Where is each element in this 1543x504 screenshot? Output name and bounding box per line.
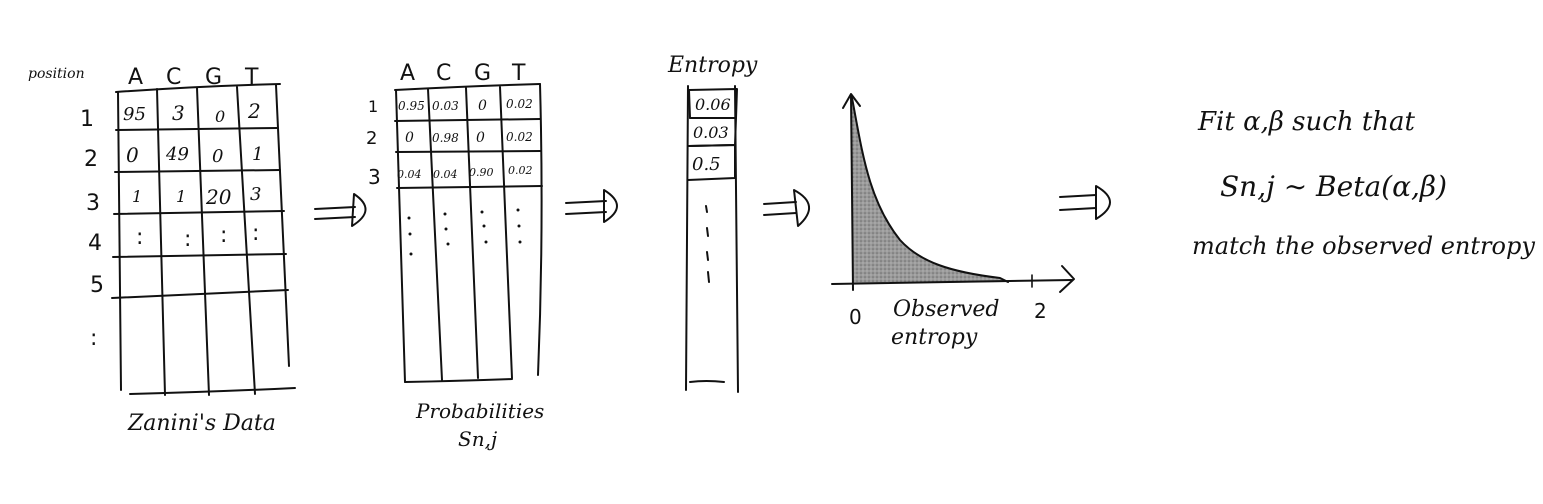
counts-header-c: C: [166, 65, 181, 90]
counts-grid-col1: [156, 88, 166, 396]
counts-grid-bottom: [129, 387, 296, 395]
x-axis-arrowhead: [1059, 265, 1075, 293]
counts-grid-row1: [115, 127, 279, 131]
prob-header-g: G: [474, 61, 491, 86]
x-tick-min: 0: [849, 305, 862, 329]
y-axis-arrowhead: [842, 93, 861, 109]
prob-header-t: T: [511, 61, 526, 86]
arrow-icon: [1059, 185, 1111, 220]
entropy-col-left: [685, 85, 689, 391]
position-label: position: [28, 66, 85, 82]
counts-cell: 1: [176, 187, 186, 206]
counts-header-t: T: [244, 65, 259, 90]
distribution-shaded-area: [852, 98, 1008, 284]
entropy-title: Entropy: [667, 53, 758, 78]
counts-pos-3: 3: [86, 191, 100, 216]
counts-grid-row3: [113, 210, 285, 215]
counts-cell: 49: [165, 144, 189, 165]
entropy-value: 0.03: [693, 123, 729, 142]
prob-grid-col4: [537, 83, 543, 376]
prob-cell: 0.04: [397, 168, 422, 181]
prob-header-c: C: [436, 61, 451, 86]
counts-cell: 95: [123, 104, 146, 125]
prob-caption-line2: Sn,j: [458, 427, 497, 451]
counts-cell: 0: [212, 146, 223, 167]
counts-grid-col3: [236, 86, 256, 395]
entropy-col-bottom: [689, 380, 725, 383]
counts-header-a: A: [128, 65, 143, 90]
counts-cell: :: [184, 227, 191, 252]
distribution-curve: [851, 97, 1009, 283]
counts-pos-4: 4: [88, 231, 102, 256]
prob-grid-col0: [395, 89, 406, 383]
counts-grid-row4: [112, 253, 287, 258]
prob-cell: 0: [476, 130, 485, 146]
counts-pos-1: 1: [80, 107, 94, 132]
counts-cell: 0: [215, 107, 225, 126]
prob-header-a: A: [400, 61, 415, 86]
counts-cell: 1: [252, 144, 263, 165]
arrow-icon: [565, 189, 618, 223]
counts-pos-2: 2: [84, 147, 98, 172]
fit-note-line1: Fit α,β such that: [1197, 107, 1416, 137]
fit-note-line3: match the observed entropy: [1192, 232, 1535, 260]
prob-grid-top: [394, 83, 541, 91]
fit-note-line2: Sn,j ∼ Beta(α,β): [1220, 170, 1447, 203]
prob-cell: 0.95: [398, 99, 425, 113]
counts-cell: 1: [132, 187, 142, 206]
entropy-column: Entropy 0.06 0.03 0.5: [667, 53, 758, 393]
prob-pos-3: 3: [368, 165, 381, 189]
prob-cell: 0.02: [508, 164, 533, 177]
counts-grid-top: [115, 83, 281, 93]
prob-cell: 0.04: [433, 168, 458, 181]
arrow-icon: [763, 189, 810, 227]
counts-more-rows: :: [90, 326, 97, 351]
prob-cell: 0.90: [469, 166, 494, 179]
counts-grid-col0: [117, 91, 122, 391]
counts-grid-row2: [114, 169, 281, 173]
prob-grid-bottom: [404, 378, 513, 383]
counts-grid-col2: [196, 87, 210, 396]
counts-grid-row5: [111, 289, 289, 299]
entropy-col-right: [734, 85, 739, 393]
prob-grid-col1: [427, 88, 443, 381]
counts-cell: 20: [205, 185, 232, 209]
prob-cell: 0: [405, 130, 414, 146]
counts-cell: :: [252, 221, 259, 246]
counts-cell: :: [136, 225, 143, 250]
fit-note: Fit α,β such that Sn,j ∼ Beta(α,β) match…: [1192, 107, 1535, 260]
prob-caption-line1: Probabilities: [415, 399, 544, 423]
y-axis-line: [850, 94, 854, 291]
counts-cell: 0: [126, 143, 139, 167]
prob-continuation-dots: [407, 208, 522, 256]
counts-header-g: G: [205, 65, 222, 90]
counts-caption: Zanini's Data: [127, 411, 276, 436]
probability-table: A C G T 1 2 3 0.95 0.03 0 0.02 0 0.98 0 …: [366, 61, 544, 451]
prob-grid-col2: [465, 87, 479, 379]
prob-cell: 0: [478, 98, 487, 114]
entropy-value: 0.06: [695, 95, 731, 114]
prob-cell: 0.98: [432, 131, 459, 145]
counts-pos-5: 5: [90, 273, 104, 298]
prob-cell: 0.02: [506, 130, 533, 144]
prob-pos-1: 1: [368, 97, 378, 116]
arrow-icon: [314, 193, 367, 227]
counts-cell: :: [220, 223, 227, 248]
prob-pos-2: 2: [366, 128, 377, 149]
counts-cell: 3: [250, 184, 261, 205]
x-axis-label-line2: entropy: [891, 325, 978, 350]
prob-cell: 0.03: [432, 99, 459, 113]
counts-cell: 3: [172, 101, 185, 125]
entropy-value: 0.5: [692, 154, 721, 175]
counts-grid-col4: [275, 84, 290, 367]
entropy-continuation-dashes: [705, 205, 710, 283]
counts-table: position A C G T 1 2 3 4 5 : 95 3 0 2 0 …: [28, 65, 296, 436]
prob-grid-col3: [499, 86, 513, 379]
x-tick-max: 2: [1034, 299, 1047, 323]
x-axis-label-line1: Observed: [893, 297, 999, 322]
entropy-distribution-plot: 0 2 Observed entropy: [831, 93, 1075, 350]
prob-cell: 0.02: [506, 97, 533, 111]
counts-cell: 2: [247, 99, 261, 123]
